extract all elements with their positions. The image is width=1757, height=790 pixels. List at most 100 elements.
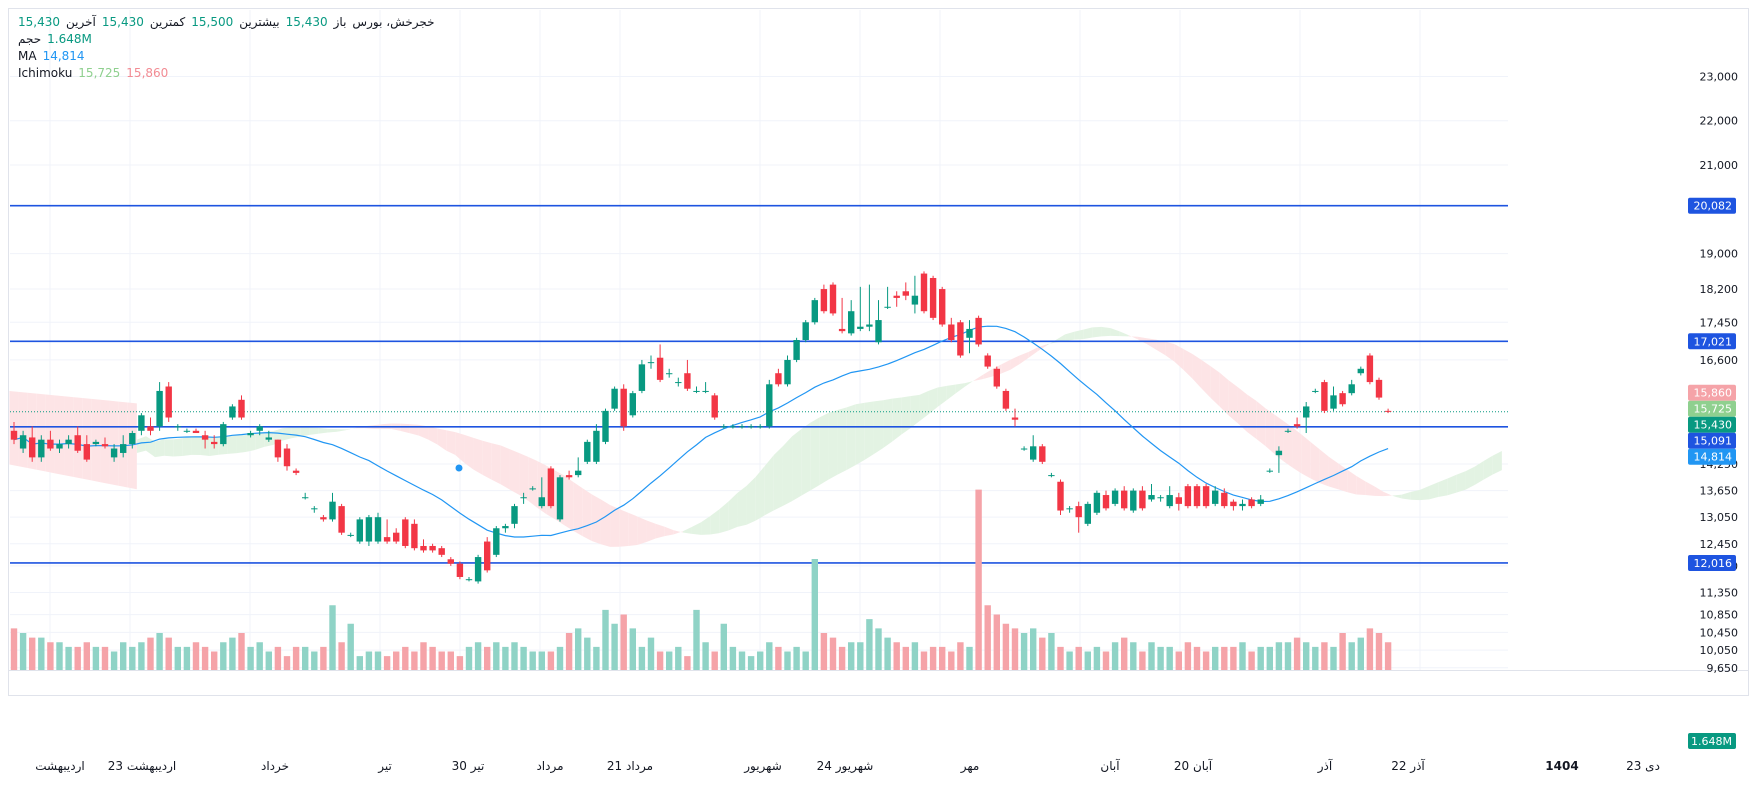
candle (211, 435, 218, 449)
candle-body (1093, 492, 1101, 513)
volume-bar (584, 637, 591, 670)
cloud-segment (291, 427, 301, 439)
price-tag-label: 14,814 (1694, 451, 1733, 464)
candle (757, 424, 764, 429)
price-tick-label: 22,000 (1700, 115, 1739, 128)
price-tag-bg (1688, 554, 1736, 571)
cloud-segment (1301, 434, 1311, 479)
candle (374, 512, 382, 544)
candle-body (429, 545, 436, 551)
candle (1339, 390, 1346, 407)
volume-bar (920, 651, 928, 670)
cloud-segment (1438, 478, 1448, 498)
close-value: 15,430 (18, 15, 60, 29)
candle (402, 517, 409, 549)
volume-bar (975, 489, 982, 670)
candle (438, 545, 445, 558)
candle-body (238, 399, 245, 418)
time-tick-label: 21 مرداد (607, 759, 653, 774)
cloud-segment (1447, 474, 1457, 496)
candle (584, 439, 591, 465)
candle (19, 430, 27, 453)
cloud-segment (682, 526, 692, 534)
candle (110, 444, 118, 462)
volume-bar (1384, 642, 1392, 670)
volume-bar (1075, 646, 1082, 670)
symbol-label: خجرخش، بورس (352, 15, 435, 29)
volume-bar (256, 642, 263, 670)
candle (675, 377, 682, 387)
ichimoku-value-1: 15,725 (78, 66, 121, 80)
candle (247, 430, 254, 438)
price-tag-label: 15,430 (1694, 419, 1733, 432)
price-tick-label: 11,350 (1700, 586, 1739, 599)
cloud-segment (1046, 339, 1056, 346)
volume-bar (211, 651, 218, 670)
cloud-segment (955, 383, 965, 394)
candle (147, 417, 154, 436)
candle (1166, 486, 1173, 509)
price-tick-label: 9,650 (1707, 662, 1739, 675)
cloud-segment (810, 417, 820, 491)
candle-body (229, 406, 236, 418)
candle (1303, 402, 1310, 434)
cloud-segment (710, 509, 720, 535)
volume-bar (74, 646, 81, 670)
candle (1248, 497, 1255, 509)
candle-body (911, 295, 919, 305)
volume-bar (129, 646, 136, 670)
candle (766, 379, 773, 429)
cloud-segment (628, 512, 638, 546)
candle-body (602, 410, 609, 442)
candle (666, 368, 673, 378)
candle-body (92, 441, 100, 445)
candle-body (1266, 470, 1273, 472)
volume-bar (1239, 642, 1246, 670)
candle (56, 439, 63, 453)
volume-bar (747, 656, 755, 670)
cloud-segment (1365, 481, 1375, 496)
candle (1039, 444, 1046, 465)
price-tag-label: 1.648M (1691, 735, 1732, 748)
volume-bar (56, 642, 63, 670)
volume-bar (283, 656, 291, 670)
cloud-segment (582, 488, 592, 542)
candle (920, 271, 928, 314)
volume-bar (420, 642, 427, 670)
candle (238, 395, 245, 420)
volume-bar (1148, 642, 1155, 670)
cloud-segment (1474, 460, 1484, 485)
cloud-segment (1328, 456, 1339, 490)
cloud-segment (136, 436, 146, 453)
volume-bar (929, 646, 937, 670)
candle (274, 439, 282, 462)
volume-bar (565, 633, 573, 670)
cloud-segment (983, 369, 993, 379)
cloud-segment (946, 384, 956, 401)
cloud-segment (919, 390, 929, 422)
cloud-segment (1192, 353, 1202, 389)
candle-body (1011, 417, 1019, 420)
candle (429, 543, 436, 553)
candle (120, 435, 127, 458)
time-tick-label: آذر (1317, 758, 1333, 774)
cloud-segment (655, 523, 665, 539)
price-tag-bg (1688, 448, 1736, 465)
volume-bar (1093, 646, 1101, 670)
volume-bar (857, 642, 864, 670)
cloud-segment (1492, 450, 1502, 475)
volume-bar (320, 646, 327, 670)
candle (1266, 468, 1273, 473)
cloud-segment (145, 436, 156, 458)
volume-bar (811, 559, 818, 670)
cloud-segment (1465, 466, 1475, 490)
volume-bar (575, 628, 582, 670)
price-tick-label: 23,000 (1700, 70, 1739, 83)
candle (829, 282, 837, 316)
volume-bar (192, 642, 200, 670)
volume-bar (292, 646, 300, 670)
candle (47, 430, 54, 451)
price-axis: 23,000 22,000 21,000 19,000 18,200 17,450 16,6… (10, 70, 1739, 675)
cloud-segment (701, 516, 711, 535)
